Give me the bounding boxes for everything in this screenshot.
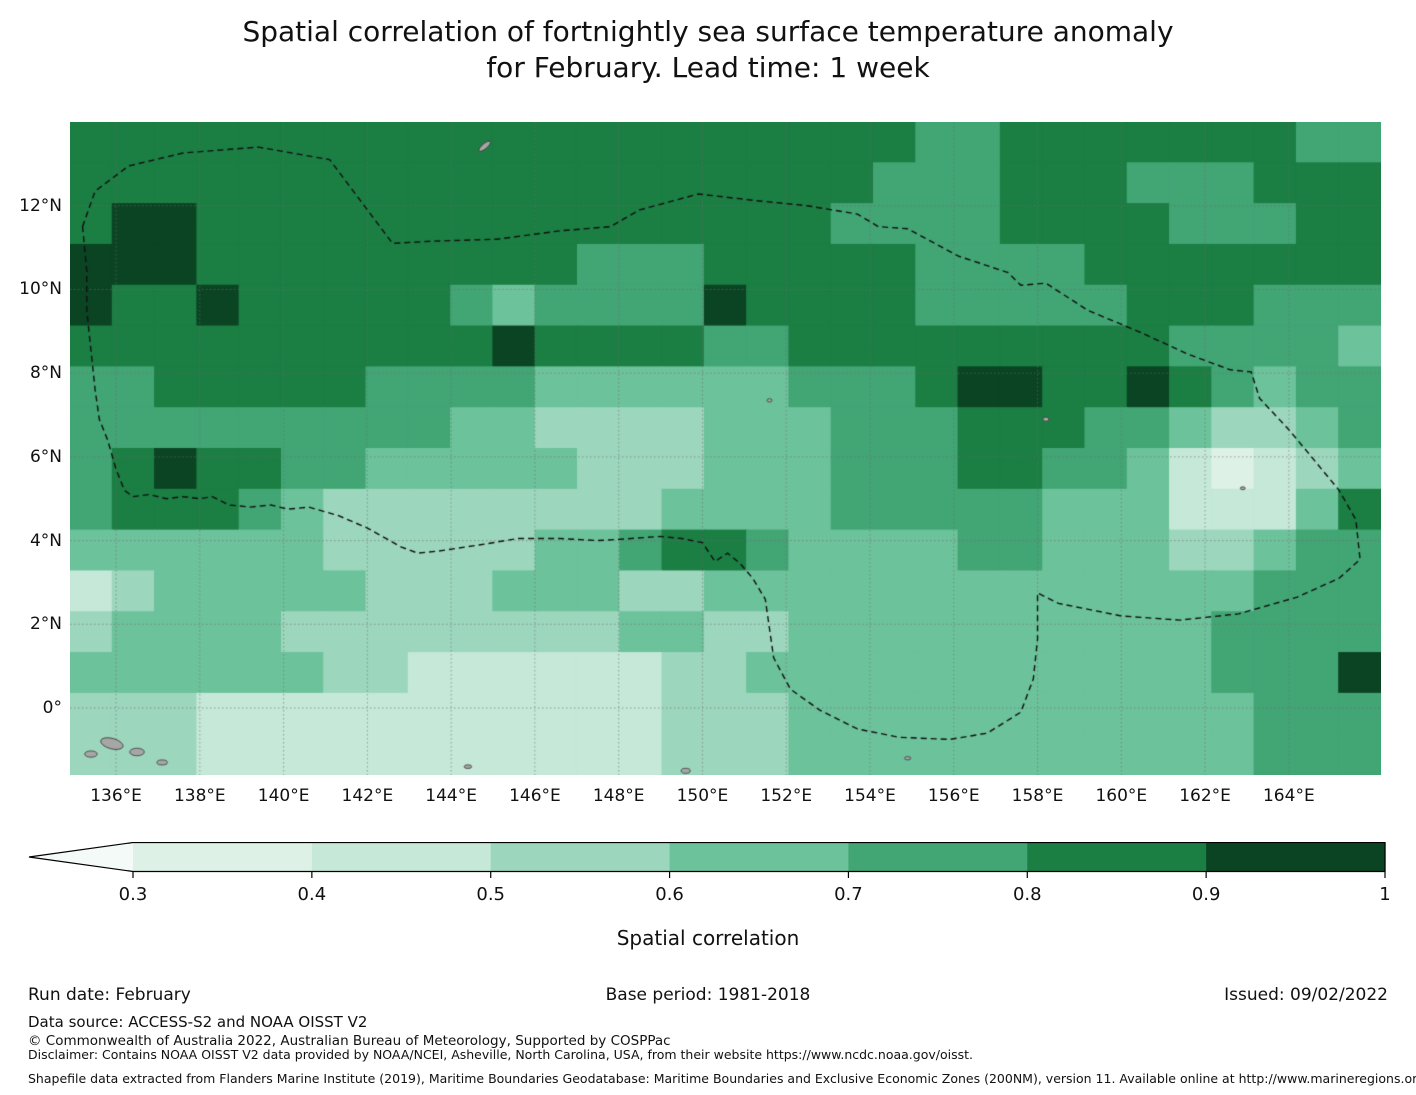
data-source-text: Data source: ACCESS-S2 and NOAA OISST V2 <box>28 1013 368 1031</box>
chart-title-line-1: Spatial correlation of fortnightly sea s… <box>242 15 1174 48</box>
disclaimer-text: Disclaimer: Contains NOAA OISST V2 data … <box>28 1047 973 1062</box>
x-tick-label: 154°E <box>844 786 896 806</box>
colorbar-tick-label: 1 <box>1379 884 1391 905</box>
colorbar-tick-label: 0.9 <box>1191 884 1221 905</box>
y-tick-label: 0° <box>42 698 62 719</box>
colorbar-gradient <box>28 841 1386 878</box>
base-period-text: Base period: 1981-2018 <box>605 985 811 1005</box>
x-tick-label: 142°E <box>341 786 394 806</box>
x-tick-label: 148°E <box>592 786 645 806</box>
chart-title-line-2: for February. Lead time: 1 week <box>486 50 930 84</box>
y-tick-label: 8°N <box>29 363 62 384</box>
x-tick-label: 138°E <box>173 786 226 806</box>
map-area <box>70 122 1381 775</box>
y-tick-label: 12°N <box>19 195 62 216</box>
x-tick-label: 156°E <box>927 786 980 806</box>
y-tick-label: 2°N <box>29 614 62 635</box>
x-tick-label: 162°E <box>1179 786 1231 806</box>
x-tick-label: 152°E <box>760 786 813 806</box>
copyright-text: © Commonwealth of Australia 2022, Austra… <box>28 1033 671 1049</box>
colorbar-label: Spatial correlation <box>616 926 800 950</box>
x-tick-label: 158°E <box>1011 786 1064 806</box>
shapefile-credit-text: Shapefile data extracted from Flanders M… <box>28 1071 1416 1086</box>
issued-date-text: Issued: 09/02/2022 <box>1224 985 1388 1005</box>
sst-correlation-heatmap <box>70 122 1381 775</box>
chart-title: Spatial correlation of fortnightly sea s… <box>0 14 1416 85</box>
run-date-text: Run date: February <box>28 985 191 1005</box>
x-tick-label: 144°E <box>425 786 477 806</box>
x-tick-label: 146°E <box>509 786 561 806</box>
colorbar-tick-label: 0.6 <box>655 884 684 905</box>
x-tick-label: 136°E <box>90 786 142 806</box>
x-tick-label: 140°E <box>257 786 310 806</box>
x-tick-label: 160°E <box>1095 786 1148 806</box>
colorbar-tick-label: 0.4 <box>297 884 327 905</box>
colorbar: 0.3 0.4 0.5 0.6 0.7 0.8 0.9 1 <box>28 841 1391 912</box>
colorbar-tick-label: 0.3 <box>118 884 148 905</box>
colorbar-tick-label: 0.7 <box>834 884 863 905</box>
colorbar-tick-label: 0.8 <box>1012 884 1042 905</box>
y-tick-label: 6°N <box>29 446 62 467</box>
y-tick-label: 10°N <box>19 279 62 300</box>
colorbar-tick-label: 0.5 <box>476 884 506 905</box>
x-tick-label: 150°E <box>676 786 729 806</box>
x-tick-label: 164°E <box>1262 786 1315 806</box>
y-tick-label: 4°N <box>29 530 62 551</box>
